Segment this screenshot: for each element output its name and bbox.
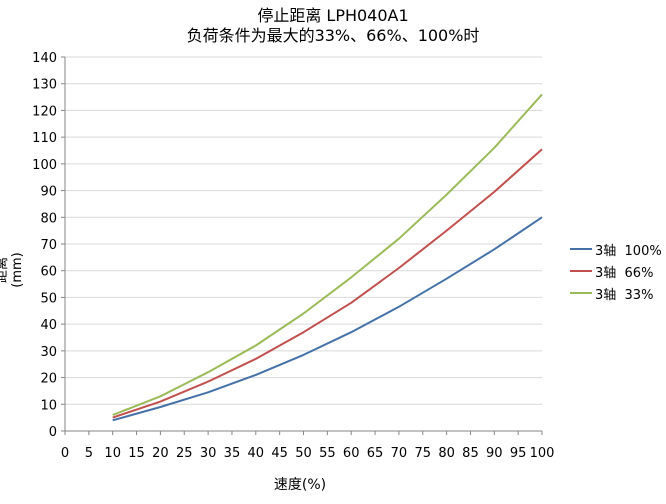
x-tick-label: 20 xyxy=(152,446,169,461)
x-tick-label: 50 xyxy=(295,446,312,461)
x-tick-label: 95 xyxy=(510,446,527,461)
legend-swatch xyxy=(570,292,592,294)
x-tick-label: 100 xyxy=(530,446,555,461)
legend: 3轴 100% 3轴 66% 3轴 33% xyxy=(570,238,662,304)
x-tick-label: 85 xyxy=(462,446,479,461)
y-tick-label: 70 xyxy=(40,238,57,253)
x-tick-label: 10 xyxy=(104,446,121,461)
y-tick-label: 120 xyxy=(32,104,57,119)
chart-title: 停止距离 LPH040A1 xyxy=(257,6,409,25)
y-tick-label: 30 xyxy=(40,345,57,360)
x-tick-label: 80 xyxy=(438,446,455,461)
x-tick-label: 5 xyxy=(85,446,93,461)
x-tick-label: 40 xyxy=(248,446,265,461)
y-tick-label: 50 xyxy=(40,291,57,306)
x-tick-labels: 0 5 10 15 20 25 30 35 40 45 50 55 60 65 70 75 80 85 90 95 10… xyxy=(61,446,555,461)
x-tick-label: 25 xyxy=(176,446,193,461)
y-tick-label: 110 xyxy=(32,131,57,146)
legend-swatch xyxy=(570,248,592,250)
legend-item: 3轴 66% xyxy=(570,260,662,282)
series-line-1 xyxy=(112,216,543,422)
y-tick-label: 80 xyxy=(40,211,57,226)
axes xyxy=(61,56,543,435)
legend-item: 3轴 33% xyxy=(570,282,662,304)
legend-item: 3轴 100% xyxy=(570,238,662,260)
x-tick-label: 15 xyxy=(128,446,145,461)
legend-label: 3轴 100% xyxy=(595,243,662,259)
x-tick-label: 45 xyxy=(271,446,288,461)
y-tick-label: 60 xyxy=(40,265,57,280)
y-tick-label: 130 xyxy=(32,78,57,93)
y-tick-labels: 0 10 20 30 40 50 60 70 80 90 100 110 120 130 140 xyxy=(32,51,57,440)
y-tick-label: 100 xyxy=(32,158,57,173)
x-tick-label: 55 xyxy=(319,446,336,461)
legend-label: 3轴 66% xyxy=(595,265,654,281)
x-tick-label: 60 xyxy=(343,446,360,461)
x-tick-label: 75 xyxy=(414,446,431,461)
y-tick-label: 140 xyxy=(32,51,57,66)
y-axis-label: 距离 (mm) xyxy=(0,252,25,288)
legend-label: 3轴 33% xyxy=(595,287,654,303)
x-tick-label: 0 xyxy=(61,446,69,461)
y-tick-label: 40 xyxy=(40,318,57,333)
y-tick-label: 0 xyxy=(49,425,57,440)
series-line-2 xyxy=(112,148,543,419)
x-tick-label: 90 xyxy=(486,446,503,461)
x-tick-label: 30 xyxy=(200,446,217,461)
legend-swatch xyxy=(570,270,592,272)
y-tick-label: 20 xyxy=(40,372,57,387)
series-lines xyxy=(112,93,543,422)
x-tick-label: 70 xyxy=(391,446,408,461)
chart-subtitle: 负荷条件为最大的33%、66%、100%时 xyxy=(186,26,480,45)
grid-lines xyxy=(65,56,542,405)
y-tick-label: 10 xyxy=(40,398,57,413)
y-tick-label: 90 xyxy=(40,185,57,200)
x-tick-label: 35 xyxy=(224,446,241,461)
series-line-3 xyxy=(112,93,543,416)
x-axis-label: 速度(%) xyxy=(273,477,327,493)
x-tick-label: 65 xyxy=(367,446,384,461)
